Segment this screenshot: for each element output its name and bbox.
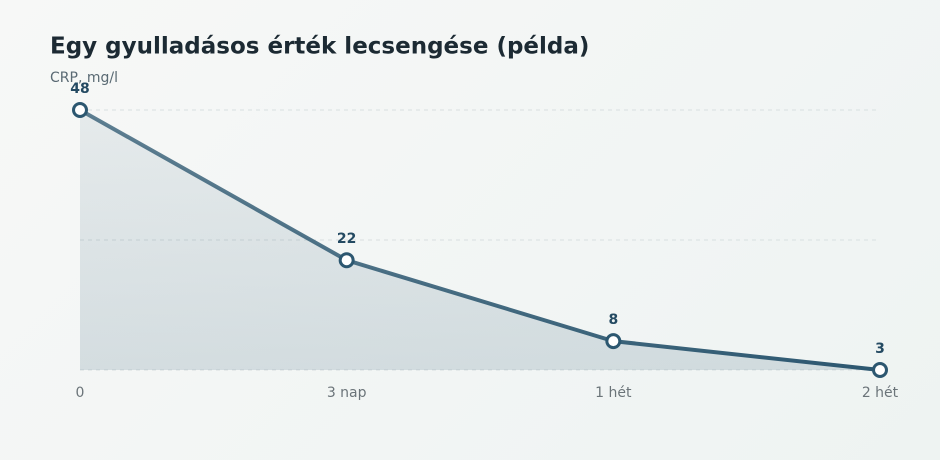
point	[72, 102, 88, 118]
x-tick-label: 2 hét	[862, 385, 899, 401]
value-label: 3	[875, 341, 885, 357]
value-label: 8	[608, 312, 618, 328]
x-tick-label: 0	[76, 385, 85, 401]
value-label: 48	[70, 81, 89, 97]
value-label: 22	[337, 231, 356, 247]
y-axis-label: CRP, mg/l	[50, 70, 118, 86]
point	[872, 362, 888, 378]
area	[80, 110, 880, 370]
x-tick-label: 1 hét	[595, 385, 632, 401]
point	[605, 333, 622, 350]
x-tick-label: 3 nap	[327, 385, 367, 401]
chart-title: Egy gyulladásos érték lecsengése (példa)	[50, 34, 589, 60]
line	[79, 108, 881, 372]
point	[338, 252, 355, 269]
